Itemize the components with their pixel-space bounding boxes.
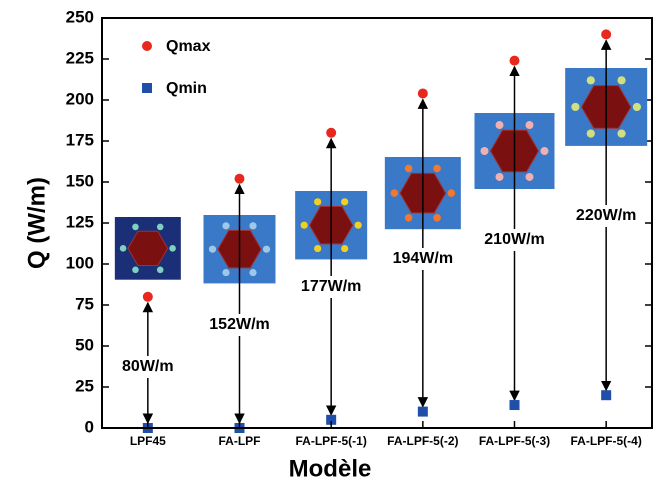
x-tick-label: FA-LPF-5(-3) [479,434,550,448]
y-tick-label: 150 [66,171,94,190]
lattice-rod [341,198,349,206]
annotation: 177W/m [301,278,361,295]
qmax-point [509,55,520,66]
lattice-rod [586,129,595,138]
annotation: 220W/m [576,207,636,224]
x-tick-label: FA-LPF [219,434,261,448]
y-tick-label: 200 [66,89,94,108]
y-axis-title: Q (W/m) [23,177,50,269]
lattice-rod [222,268,230,277]
lattice-rod [404,164,413,173]
y-tick-label: 25 [75,376,94,395]
lattice-rod [433,213,441,222]
x-tick-label: FA-LPF-5(-1) [296,434,367,448]
lattice-rod [249,268,257,277]
lattice-rod [314,198,322,206]
lattice-rod [433,164,441,173]
lattice-rod [156,266,164,274]
x-tick-label: LPF45 [130,434,166,448]
qmax-point [601,29,612,40]
lattice-rod [540,147,549,155]
legend-marker [142,41,152,51]
qmax-point [234,173,245,184]
annotation: 210W/m [484,231,544,248]
lattice-rod [156,223,164,231]
qmin-point [509,400,520,411]
legend-label: Qmax [166,38,211,55]
lattice-rod [132,223,139,231]
qmax-point [326,127,337,138]
qmax-point [417,88,428,99]
lattice-rod [404,213,413,222]
lattice-rod [341,244,349,253]
lattice-rod [617,129,626,138]
lattice-core [127,230,169,266]
lattice-rod [617,76,626,85]
lattice-rod [314,244,322,253]
lattice-rod [208,245,217,253]
legend-marker [142,83,152,93]
lattice-rod [262,245,271,253]
y-tick-label: 50 [75,335,94,354]
lattice-rod [300,221,308,229]
lattice-rod [495,172,504,181]
lattice-rod [525,121,534,130]
lattice-rod [249,222,257,230]
lattice-rod [571,102,580,112]
plot-frame [101,17,653,429]
annotation-bg [478,229,551,251]
lattice-rod [132,266,139,274]
y-tick-label: 75 [75,294,94,313]
y-tick-label: 0 [85,417,94,436]
legend-box [120,28,226,104]
y-tick-label: 250 [66,7,94,26]
annotation-bg [386,248,459,270]
lattice-rod [169,245,176,252]
y-tick-label: 175 [66,130,94,149]
lattice-rod [586,76,595,85]
lattice-rod [354,221,362,229]
annotation-bg [295,276,368,298]
y-tick-label: 225 [66,48,94,67]
x-tick-label: FA-LPF-5(-4) [571,434,642,448]
legend-label: Qmin [166,80,207,97]
lattice-rod [495,121,504,130]
lattice-rod [447,189,456,197]
qmin-point [326,414,337,425]
x-tick-label: FA-LPF-5(-2) [387,434,458,448]
qmin-point [601,390,612,401]
lattice-rod [119,245,127,252]
qmax-point [142,291,153,302]
annotation: 194W/m [393,250,453,267]
y-tick-label: 125 [66,212,94,231]
y-tick-label: 100 [66,253,94,272]
lattice-rod [480,147,489,155]
annotation: 152W/m [209,316,269,333]
x-axis-title: Modèle [289,455,372,482]
qmin-point [417,406,428,417]
lattice-rod [632,102,642,112]
annotation: 80W/m [122,358,174,375]
annotation-bg [203,314,276,336]
annotation-bg [111,356,184,378]
lattice-rod [525,172,534,181]
lattice-rod [390,189,399,197]
annotation-bg [570,205,643,227]
lattice-rod [222,222,230,230]
